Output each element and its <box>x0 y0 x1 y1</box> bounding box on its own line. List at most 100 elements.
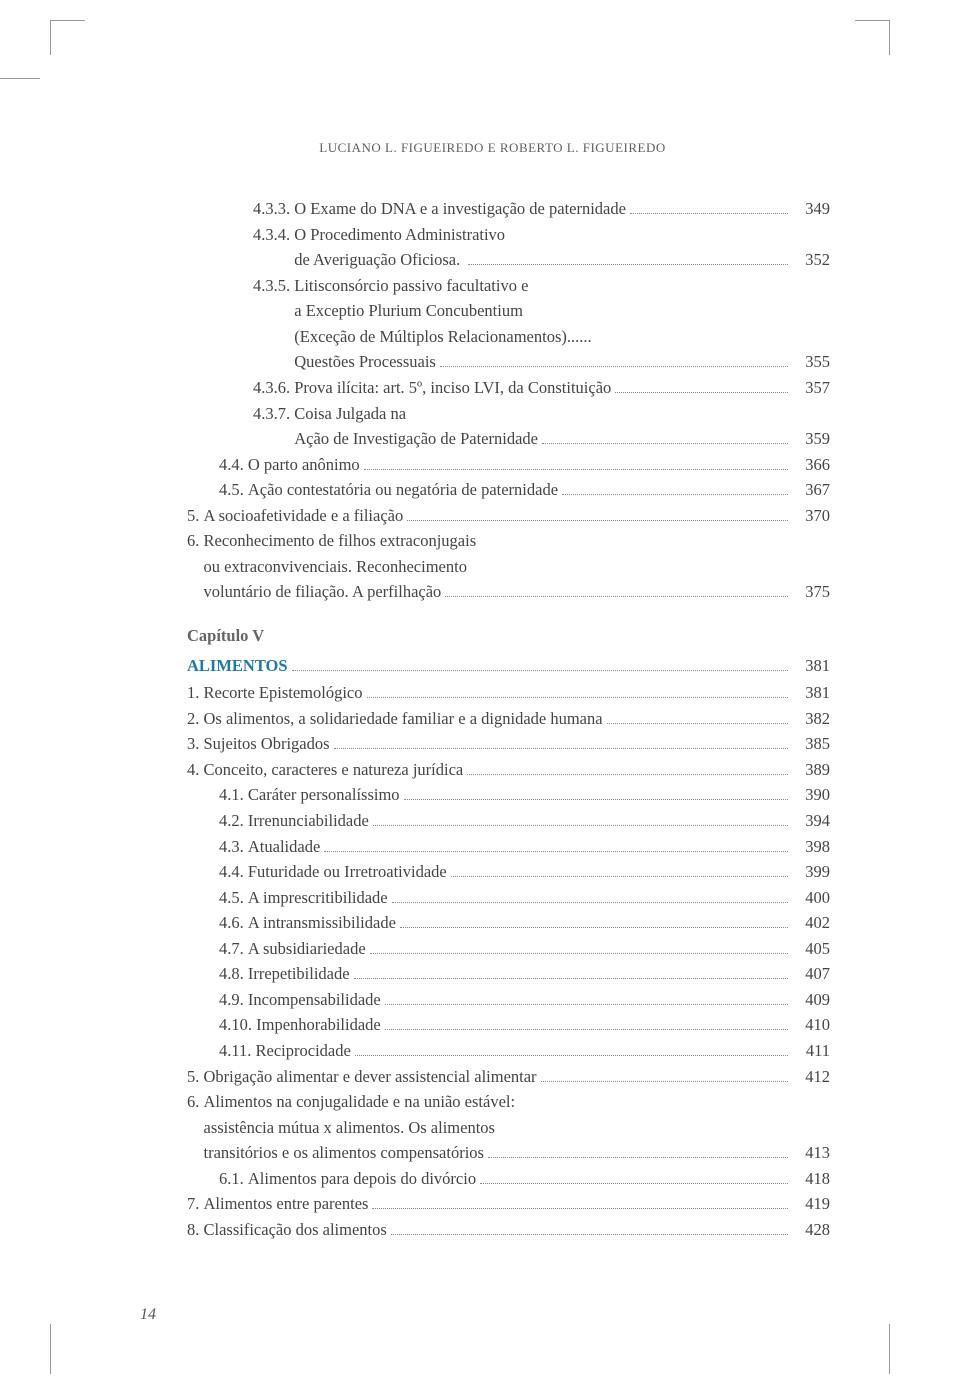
dot-leader <box>292 656 788 671</box>
toc-page: 352 <box>792 247 830 273</box>
toc-text: Caráter personalíssimo <box>248 782 400 808</box>
toc-text: O parto anônimo <box>248 452 360 478</box>
crop-mark <box>0 78 40 79</box>
page-header-authors: LUCIANO L. FIGUEIREDO E ROBERTO L. FIGUE… <box>155 140 830 156</box>
dot-leader <box>451 862 788 877</box>
page-number: 14 <box>140 1306 156 1324</box>
toc-entry: 8. Classificação dos alimentos428 <box>155 1217 830 1243</box>
toc-text: ALIMENTOS <box>187 653 288 679</box>
toc-entry: 3. Sujeitos Obrigados385 <box>155 731 830 757</box>
dot-leader <box>615 378 788 393</box>
toc-page: 367 <box>792 477 830 503</box>
toc-number: 4.9. <box>219 987 248 1013</box>
dot-leader <box>364 455 788 470</box>
toc-page: 381 <box>792 653 830 679</box>
toc-text: Recorte Epistemológico <box>204 680 363 706</box>
toc-text: A intransmissibilidade <box>248 910 396 936</box>
toc-text: Sujeitos Obrigados <box>204 731 330 757</box>
toc-text: A socioafetividade e a filiação <box>204 503 404 529</box>
table-of-contents: 4.3.3. O Exame do DNA e a investigação d… <box>155 196 830 1243</box>
toc-number: 6.1. <box>219 1166 248 1192</box>
toc-entry: 4.10. Impenhorabilidade410 <box>155 1012 830 1038</box>
toc-text: voluntário de filiação. A perfilhação <box>204 579 442 605</box>
toc-number: 1. <box>187 680 204 706</box>
toc-number: 4.7. <box>219 936 248 962</box>
toc-page: 381 <box>792 680 830 706</box>
toc-number: 4.1. <box>219 782 248 808</box>
toc-text: Atualidade <box>248 834 320 860</box>
toc-page: 382 <box>792 706 830 732</box>
toc-text: Alimentos para depois do divórcio <box>248 1166 476 1192</box>
dot-leader <box>355 1041 788 1056</box>
toc-entry-continuation: 6. voluntário de filiação. A perfilhação… <box>155 579 830 605</box>
toc-entry: 4.6. A intransmissibilidade402 <box>155 910 830 936</box>
toc-text: O Procedimento Administrativo <box>294 222 505 248</box>
dot-leader <box>607 709 788 724</box>
toc-entry-continuation: 4.3.5. (Exceção de Múltiplos Relacioname… <box>155 324 830 350</box>
toc-text: Prova ilícita: art. 5º, inciso LVI, da C… <box>294 375 611 401</box>
dot-leader <box>324 837 788 852</box>
toc-entry: 4.5. Ação contestatória ou negatória de … <box>155 477 830 503</box>
toc-page: 394 <box>792 808 830 834</box>
dot-leader <box>404 786 788 801</box>
dot-leader <box>400 913 788 928</box>
toc-text: de Averiguação Oficiosa. <box>294 247 464 273</box>
toc-page: 366 <box>792 452 830 478</box>
toc-number: 6. <box>187 528 204 554</box>
toc-page: 410 <box>792 1012 830 1038</box>
toc-number: 4.3.4. <box>253 222 294 248</box>
dot-leader <box>391 1220 788 1235</box>
dot-leader <box>392 888 788 903</box>
toc-entry: 4.11. Reciprocidade411 <box>155 1038 830 1064</box>
toc-entry: 4.3.6. Prova ilícita: art. 5º, inciso LV… <box>155 375 830 401</box>
toc-number: 4.5. <box>219 885 248 911</box>
toc-number: 4.8. <box>219 961 248 987</box>
toc-number: 5. <box>187 503 204 529</box>
toc-page: 398 <box>792 834 830 860</box>
dot-leader <box>480 1169 788 1184</box>
toc-entry: 4.2. Irrenunciabilidade394 <box>155 808 830 834</box>
toc-entry-continuation: 4.3.5. a Exceptio Plurium Concubentium <box>155 298 830 324</box>
dot-leader <box>468 250 788 265</box>
toc-entry: 4.3.4. O Procedimento Administrativo <box>155 222 830 248</box>
toc-entry: 4.3.3. O Exame do DNA e a investigação d… <box>155 196 830 222</box>
toc-page: 349 <box>792 196 830 222</box>
toc-number: 6. <box>187 1089 204 1115</box>
crop-mark <box>889 1324 890 1374</box>
toc-number: 3. <box>187 731 204 757</box>
toc-page: 402 <box>792 910 830 936</box>
dot-leader <box>354 964 788 979</box>
book-page: LUCIANO L. FIGUEIREDO E ROBERTO L. FIGUE… <box>0 0 960 1394</box>
toc-entry-continuation: 6. transitórios e os alimentos compensat… <box>155 1140 830 1166</box>
toc-text: (Exceção de Múltiplos Relacionamentos)..… <box>294 324 591 350</box>
toc-page: 399 <box>792 859 830 885</box>
toc-page: 389 <box>792 757 830 783</box>
toc-text: a Exceptio Plurium Concubentium <box>294 298 523 324</box>
toc-text: Obrigação alimentar e dever assistencial… <box>204 1064 537 1090</box>
toc-number: 4.3.5. <box>253 273 294 299</box>
toc-entry: 4. Conceito, caracteres e natureza juríd… <box>155 757 830 783</box>
dot-leader <box>467 760 788 775</box>
toc-number: 4.3. <box>219 834 248 860</box>
toc-text: Futuridade ou Irretroatividade <box>248 859 447 885</box>
toc-number: 2. <box>187 706 204 732</box>
toc-page: 359 <box>792 426 830 452</box>
toc-number: 7. <box>187 1191 204 1217</box>
toc-entry: 5. Obrigação alimentar e dever assistenc… <box>155 1064 830 1090</box>
dot-leader <box>373 811 788 826</box>
toc-text: A subsidiariedade <box>248 936 366 962</box>
toc-text: Alimentos na conjugalidade e na união es… <box>204 1089 516 1115</box>
dot-leader <box>630 199 788 214</box>
toc-page: 400 <box>792 885 830 911</box>
toc-page: 409 <box>792 987 830 1013</box>
toc-number: 4.3.7. <box>253 401 294 427</box>
toc-page: 411 <box>792 1038 830 1064</box>
toc-text: Classificação dos alimentos <box>204 1217 387 1243</box>
toc-text: Os alimentos, a solidariedade familiar e… <box>204 706 603 732</box>
toc-page: 390 <box>792 782 830 808</box>
toc-text: Incompensabilidade <box>248 987 381 1013</box>
toc-text: Coisa Julgada na <box>294 401 406 427</box>
toc-text: Conceito, caracteres e natureza jurídica <box>204 757 464 783</box>
toc-entry-continuation: 6. ou extraconvivenciais. Reconhecimento <box>155 554 830 580</box>
toc-entry-continuation: 6. assistência mútua x alimentos. Os ali… <box>155 1115 830 1141</box>
